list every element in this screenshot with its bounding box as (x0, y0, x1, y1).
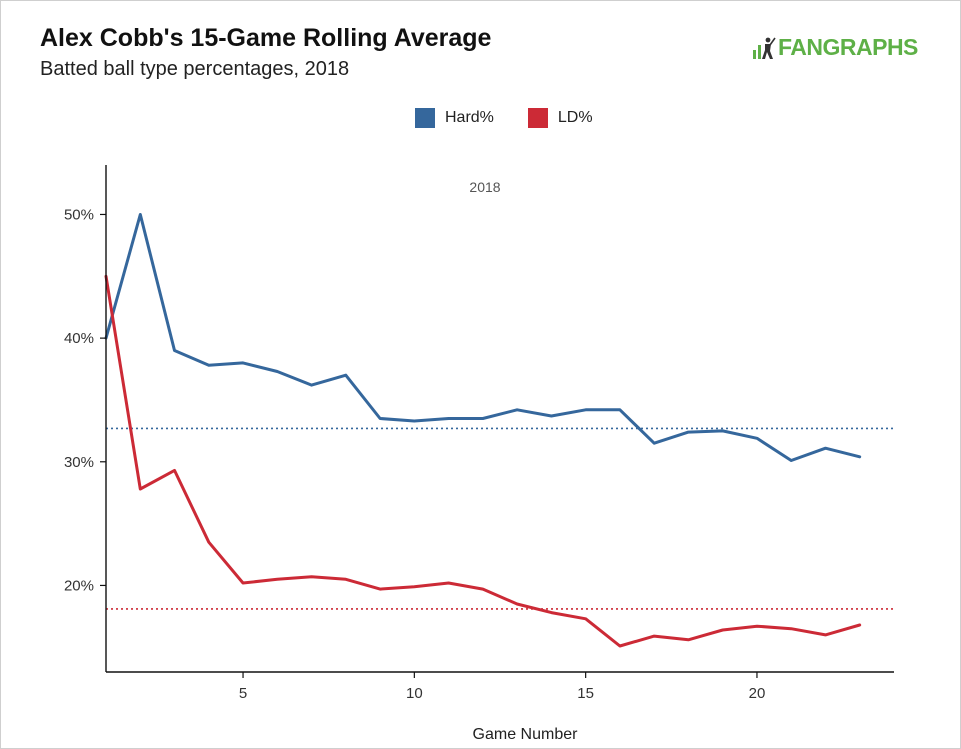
average-lines (106, 427, 894, 610)
legend-item-hard: Hard% (415, 108, 494, 128)
axes: 20% 30% 40% 50% 5 10 15 20 (64, 165, 894, 702)
panel-label: 2018 (469, 179, 500, 195)
fangraphs-logo: FANGRAPHS (752, 34, 918, 61)
fangraphs-logo-icon (753, 37, 776, 59)
legend-item-ld: LD% (527, 108, 593, 128)
y-tick-label: 50% (64, 206, 94, 223)
series-lines (104, 213, 862, 648)
legend-label-hard: Hard% (445, 109, 494, 126)
x-tick-label: 10 (406, 685, 423, 702)
y-tick-label: 20% (64, 577, 94, 594)
legend-swatch-ld (527, 108, 548, 128)
x-axis-title: Game Number (473, 726, 579, 743)
x-tick-label: 15 (577, 685, 594, 702)
legend-swatch-hard (415, 108, 435, 128)
x-tick-label: 5 (239, 685, 247, 702)
chart-legend: Hard% LD% (415, 108, 627, 128)
chart-title: Alex Cobb's 15-Game Rolling Average (40, 24, 492, 52)
series-line-ld (104, 274, 862, 648)
fangraphs-logo-text: FANGRAPHS (778, 34, 918, 60)
y-tick-label: 40% (64, 330, 94, 347)
x-tick-label: 20 (749, 685, 766, 702)
y-tick-label: 30% (64, 454, 94, 471)
chart-subtitle: Batted ball type percentages, 2018 (40, 58, 350, 80)
series-line-hard (104, 213, 862, 462)
legend-label-ld: LD% (557, 109, 593, 126)
